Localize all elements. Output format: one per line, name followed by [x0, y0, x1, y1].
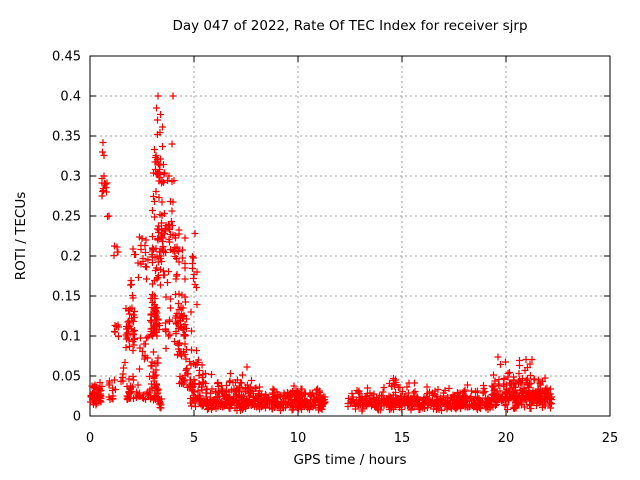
y-tick-label: 0.35	[52, 130, 81, 145]
plot-frame	[89, 55, 611, 417]
y-tick-label: 0.45	[52, 50, 81, 65]
x-tick-label: 20	[498, 431, 515, 446]
y-tick-label: 0.2	[60, 250, 81, 265]
chart-title: Day 047 of 2022, Rate Of TEC Index for r…	[172, 18, 528, 34]
x-tick-label: 5	[190, 431, 198, 446]
y-tick-label: 0	[73, 410, 81, 425]
y-tick-label: 0.15	[52, 290, 81, 305]
x-tick-label: 25	[602, 431, 619, 446]
y-tick-label: 0.25	[52, 210, 81, 225]
x-tick-label: 10	[290, 431, 307, 446]
x-axis-label: GPS time / hours	[293, 452, 407, 468]
y-tick-label: 0.05	[52, 370, 81, 385]
y-tick-label: 0.1	[60, 330, 81, 345]
data-points-roti	[87, 92, 555, 415]
x-tick-label: 0	[86, 431, 94, 446]
x-tick-label: 15	[394, 431, 411, 446]
y-tick-label: 0.3	[60, 170, 81, 185]
y-tick-label: 0.4	[60, 90, 81, 105]
